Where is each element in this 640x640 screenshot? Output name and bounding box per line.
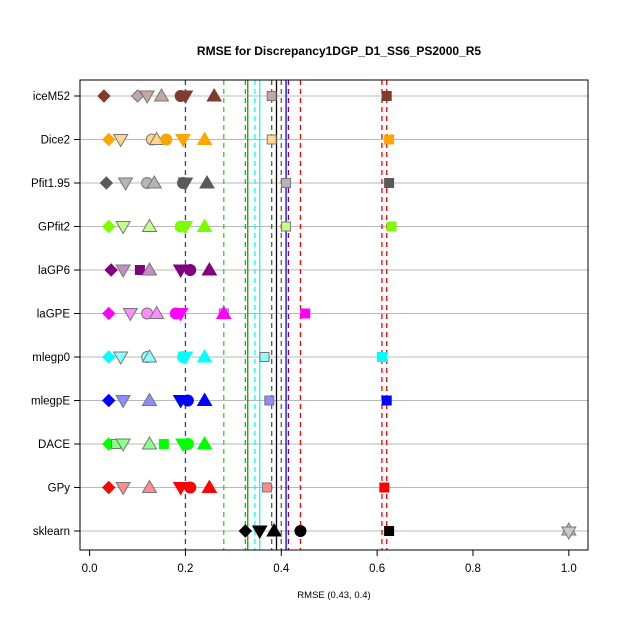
tri-down-marker [177, 351, 194, 365]
tri-up-marker [141, 392, 158, 406]
star-down-part [560, 526, 577, 540]
square-marker [281, 178, 292, 188]
tri-up-marker [206, 88, 223, 102]
tri-down-marker [115, 438, 132, 452]
y-tick-label: laGPE [37, 309, 71, 321]
diamond-marker [238, 524, 253, 538]
circle-marker [184, 481, 197, 494]
square-marker [266, 134, 277, 145]
tri-up-marker [196, 349, 213, 363]
tri-up-marker [201, 262, 218, 276]
square-marker [384, 178, 395, 188]
tri-down-marker [139, 90, 155, 104]
tri-down-marker [251, 525, 268, 539]
tri-up-marker [196, 436, 213, 450]
y-tick-label: Pfit1.95 [31, 178, 70, 190]
diamond-marker [102, 306, 116, 321]
tri-down-marker [177, 221, 194, 235]
y-tick-label: Dice2 [41, 135, 70, 147]
circle-marker [160, 133, 173, 146]
square-marker [281, 221, 292, 232]
chart-title: RMSE for Discrepancy1DGP_D1_SS6_PS2000_R… [197, 44, 481, 58]
tri-down-marker [115, 264, 132, 278]
circle-marker [181, 394, 194, 407]
tri-down-marker [117, 177, 134, 191]
tri-down-marker [122, 308, 139, 322]
y-tick-label: iceM52 [33, 91, 70, 103]
tri-up-marker [141, 349, 158, 363]
y-tick-label: sklearn [33, 526, 70, 538]
square-marker [266, 91, 277, 101]
diamond-marker [102, 350, 116, 364]
x-tick-label: 0.0 [82, 563, 98, 575]
tri-up-marker [148, 131, 165, 145]
x-tick-label: 0.6 [369, 563, 385, 575]
tri-up-marker [199, 175, 215, 189]
tri-down-marker [112, 134, 129, 148]
diamond-marker [102, 219, 116, 234]
tri-down-marker [172, 264, 189, 278]
plot-frame [79, 79, 589, 551]
square-marker [381, 91, 392, 101]
tri-up-marker [215, 305, 232, 319]
diamond-marker [102, 480, 116, 495]
y-tick-label: mlegp0 [32, 352, 70, 364]
diamond-marker [102, 132, 116, 147]
tri-down-marker [172, 482, 189, 496]
y-tick-label: GPfit2 [38, 222, 70, 234]
x-tick-label: 1.0 [561, 563, 577, 575]
x-tick-label: 0.2 [177, 563, 193, 575]
square-marker [381, 395, 392, 406]
y-tick-label: GPy [48, 483, 71, 495]
tri-down-marker [177, 90, 194, 104]
tri-down-marker [115, 395, 132, 409]
square-marker [264, 395, 275, 406]
square-marker [158, 439, 169, 449]
diamond-marker [97, 89, 111, 103]
y-tick-label: mlegpE [31, 396, 70, 408]
star-marker [560, 522, 577, 540]
tri-up-marker [141, 479, 158, 493]
x-tick-label: 0.8 [465, 563, 481, 575]
tri-up-marker [266, 523, 282, 537]
diamond-marker [102, 393, 116, 408]
tri-up-marker [141, 436, 158, 450]
square-marker [384, 134, 395, 145]
square-marker [134, 265, 145, 275]
y-tick-label: DACE [38, 439, 70, 451]
tri-down-marker [112, 351, 129, 365]
tri-down-marker [115, 221, 132, 235]
tri-up-marker [141, 262, 158, 276]
circle-marker [181, 438, 194, 450]
tri-down-marker [115, 482, 132, 496]
tri-up-marker [153, 88, 170, 102]
square-marker [376, 352, 387, 362]
circle-marker [184, 264, 197, 276]
square-marker [379, 482, 390, 493]
square-marker [259, 352, 270, 362]
x-axis-label: RMSE (0.43, 0.4) [297, 590, 370, 601]
square-marker [384, 526, 395, 536]
tri-up-marker [201, 479, 218, 493]
diamond-marker [104, 263, 118, 277]
tri-down-marker [172, 308, 189, 322]
tri-down-marker [177, 177, 194, 191]
tri-up-marker [141, 218, 158, 232]
square-marker [300, 308, 311, 319]
x-tick-label: 0.4 [273, 563, 290, 575]
tri-up-marker [146, 175, 163, 189]
tri-up-marker [196, 392, 213, 406]
tri-up-marker [148, 305, 165, 319]
square-marker [261, 482, 272, 493]
tri-down-marker [175, 134, 191, 148]
tri-up-marker [196, 131, 213, 145]
circle-marker [294, 525, 307, 537]
diamond-marker [99, 176, 114, 190]
square-marker [386, 221, 397, 232]
tri-up-marker [196, 218, 213, 232]
y-tick-label: laGP6 [38, 265, 70, 277]
